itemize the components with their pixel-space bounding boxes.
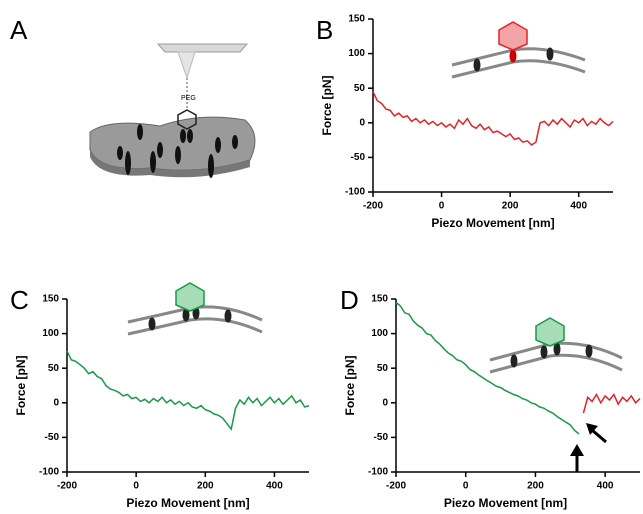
y-tick-label: -50 xyxy=(374,432,389,443)
x-tick-label: 0 xyxy=(463,481,469,492)
inset-b xyxy=(451,21,586,79)
x-tick-label: 200 xyxy=(502,201,519,212)
y-tick-label: 150 xyxy=(371,294,388,305)
inset-c xyxy=(127,282,263,336)
panel-letter: A xyxy=(10,15,28,45)
x-tick-label: 0 xyxy=(133,481,139,492)
peg-label: PEG xyxy=(181,95,196,102)
y-tick-label: -100 xyxy=(368,467,388,478)
y-tick-label: 150 xyxy=(348,14,365,25)
x-tick-label: -200 xyxy=(57,481,77,492)
x-tick-label: 400 xyxy=(266,481,283,492)
force-curve xyxy=(372,91,614,146)
x-tick-label: 200 xyxy=(527,481,544,492)
y-tick-label: 50 xyxy=(354,83,366,94)
inset-d xyxy=(489,317,623,374)
panel-letter: D xyxy=(340,285,359,315)
panel-letter: C xyxy=(10,285,29,315)
y-tick-label: 0 xyxy=(359,117,365,128)
force-curve xyxy=(66,350,310,431)
y-tick-label: 100 xyxy=(42,328,59,339)
y-tick-label: -50 xyxy=(45,432,60,443)
force-curve xyxy=(582,392,641,414)
illustration: PEG xyxy=(89,43,256,178)
y-tick-label: -100 xyxy=(39,467,59,478)
x-axis-label: Piezo Movement [nm] xyxy=(126,496,249,510)
y-tick-label: -100 xyxy=(345,187,365,198)
x-tick-label: 400 xyxy=(597,481,614,492)
y-tick-label: 100 xyxy=(371,328,388,339)
y-axis-label: Force [pN] xyxy=(320,75,334,135)
x-tick-label: -200 xyxy=(363,201,383,212)
y-tick-label: -50 xyxy=(351,152,366,163)
x-axis-label: Piezo Movement [nm] xyxy=(444,496,567,510)
y-tick-label: 0 xyxy=(382,397,388,408)
panel-letter: B xyxy=(316,15,333,45)
y-axis-label: Force [pN] xyxy=(343,355,357,415)
y-tick-label: 50 xyxy=(48,363,60,374)
y-tick-label: 150 xyxy=(42,294,59,305)
x-tick-label: 0 xyxy=(439,201,445,212)
x-tick-label: 200 xyxy=(197,481,214,492)
arrows xyxy=(570,423,607,472)
y-tick-label: 50 xyxy=(377,363,389,374)
x-tick-label: 400 xyxy=(570,201,587,212)
y-tick-label: 100 xyxy=(348,48,365,59)
y-tick-label: 0 xyxy=(53,397,59,408)
force-curve xyxy=(395,301,580,435)
y-axis-label: Force [pN] xyxy=(14,355,28,415)
x-axis-label: Piezo Movement [nm] xyxy=(431,216,554,230)
x-tick-label: -200 xyxy=(386,481,406,492)
